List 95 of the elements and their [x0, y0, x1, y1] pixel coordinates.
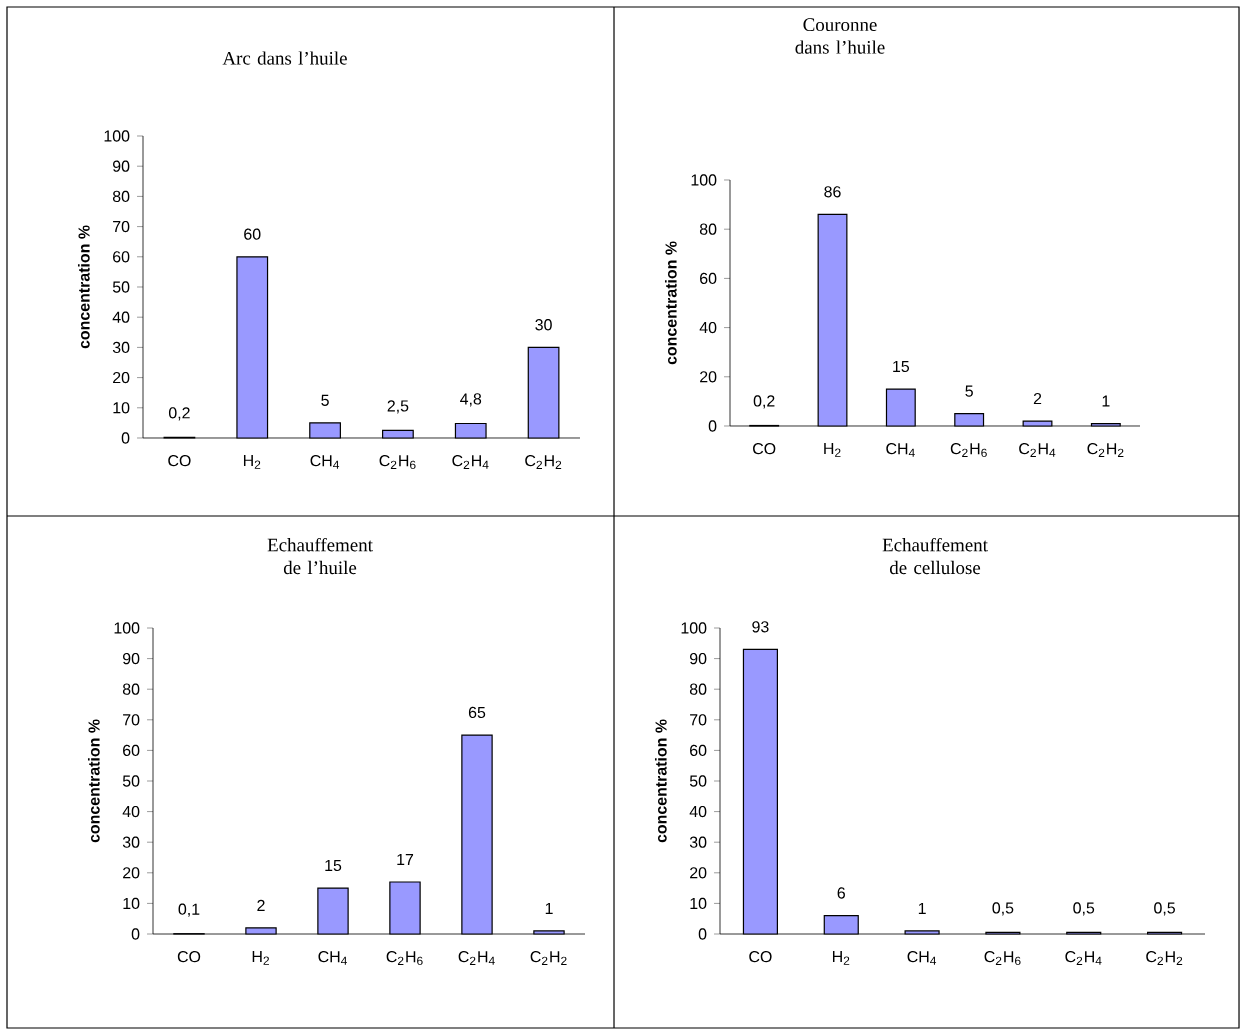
data-label: 6 — [837, 887, 845, 899]
x-tick-label: C$_{2}$H$_{4}$ — [1065, 951, 1102, 965]
data-label: 30 — [535, 319, 552, 331]
x-tick-label: C$_{2}$H$_{2}$ — [530, 951, 567, 965]
y-tick-label: 50 — [689, 775, 707, 787]
data-label: 0,5 — [1073, 902, 1095, 916]
data-label: 5 — [965, 385, 973, 397]
x-tick-label: C$_{2}$H$_{4}$ — [458, 951, 495, 965]
data-label: 15 — [893, 360, 910, 373]
y-tick-label: 30 — [122, 836, 140, 848]
x-tick-label: C$_{2}$H$_{6}$ — [379, 455, 416, 470]
y-tick-label: 40 — [112, 311, 130, 323]
data-label: 0,5 — [1154, 902, 1175, 916]
y-tick-label: 80 — [122, 683, 140, 695]
y-tick-label: 50 — [122, 775, 140, 787]
y-tick-label: 20 — [113, 371, 130, 384]
y-axis-title: concentration % — [87, 719, 100, 843]
y-tick-label: 100 — [691, 174, 717, 186]
y-tick-label: 60 — [113, 251, 130, 263]
x-tick-label: C$_{2}$H$_{4}$ — [452, 455, 489, 469]
data-label: 5 — [321, 394, 329, 406]
data-label: 65 — [468, 706, 486, 719]
x-tick-label: CO — [177, 951, 201, 963]
x-tick-label: C$_{2}$H$_{2}$ — [525, 455, 562, 469]
x-tick-label: C$_{2}$H$_{4}$ — [1019, 443, 1056, 457]
y-axis-title: concentration % — [655, 719, 667, 843]
x-tick-label: CH$_{4}$ — [310, 455, 340, 469]
data-label: 1 — [1102, 395, 1110, 407]
y-tick-label: 80 — [112, 190, 130, 203]
y-tick-label: 20 — [690, 867, 707, 879]
y-tick-label: 70 — [123, 714, 140, 726]
data-label: 1 — [545, 902, 553, 914]
data-label: 0,5 — [992, 902, 1014, 916]
y-tick-label: 40 — [689, 805, 707, 818]
x-tick-label: C$_{2}$H$_{6}$ — [984, 951, 1021, 966]
data-label: 86 — [824, 186, 841, 198]
y-tick-label: 10 — [690, 897, 707, 910]
y-tick-label: 0 — [708, 420, 717, 432]
data-label: 2 — [257, 899, 265, 911]
x-tick-label: C$_{2}$H$_{6}$ — [386, 951, 423, 966]
chart-title: Echauffement de l’huile — [267, 537, 373, 575]
y-axis-title: concentration % — [665, 241, 677, 365]
x-tick-label: H$_{2}$ — [252, 951, 269, 965]
y-tick-label: 20 — [123, 867, 140, 879]
x-tick-label: CH$_{4}$ — [318, 951, 347, 965]
x-tick-label: CO — [749, 951, 772, 963]
y-tick-label: 40 — [122, 805, 140, 818]
y-tick-label: 60 — [123, 744, 140, 757]
data-label: 93 — [752, 621, 769, 633]
y-tick-label: 30 — [689, 836, 707, 848]
chart-title: Echauffement de cellulose — [882, 537, 988, 575]
y-tick-label: 60 — [700, 272, 717, 285]
x-tick-label: CH$_{4}$ — [907, 951, 937, 965]
chart-title: Couronne dans l’huile — [795, 18, 885, 54]
y-tick-label: 0 — [121, 432, 130, 444]
data-label: 2,5 — [387, 400, 409, 414]
y-tick-label: 30 — [112, 341, 130, 354]
y-tick-label: 100 — [104, 130, 130, 142]
data-label: 0,1 — [178, 903, 200, 917]
data-label: 0,2 — [753, 395, 775, 409]
data-label: 15 — [325, 859, 342, 872]
y-tick-label: 50 — [112, 281, 130, 293]
y-tick-label: 80 — [699, 223, 717, 235]
data-label: 17 — [397, 854, 414, 865]
x-tick-label: H$_{2}$ — [832, 951, 850, 965]
x-tick-label: CH$_{4}$ — [886, 443, 915, 457]
y-tick-label: 20 — [700, 371, 717, 383]
x-tick-label: C$_{2}$H$_{2}$ — [1146, 951, 1183, 965]
y-tick-label: 90 — [113, 160, 130, 172]
data-label: 4,8 — [460, 393, 482, 407]
y-tick-label: 100 — [114, 622, 140, 634]
x-tick-label: C$_{2}$H$_{2}$ — [1087, 443, 1124, 457]
y-tick-label: 0 — [131, 928, 140, 940]
y-tick-label: 90 — [690, 652, 707, 665]
y-tick-label: 10 — [123, 897, 140, 910]
chart-title: Arc dans l’huile — [222, 51, 347, 65]
y-tick-label: 40 — [699, 321, 717, 334]
data-label: 1 — [918, 902, 926, 914]
x-tick-label: H$_{2}$ — [824, 442, 841, 457]
y-tick-label: 10 — [113, 402, 130, 414]
y-axis-title: concentration % — [77, 225, 90, 349]
x-tick-label: CO — [753, 443, 776, 455]
x-tick-label: H$_{2}$ — [243, 454, 261, 469]
y-tick-label: 70 — [113, 220, 130, 233]
y-tick-label: 80 — [689, 683, 707, 695]
y-tick-label: 0 — [698, 928, 707, 940]
y-tick-label: 60 — [690, 744, 707, 757]
x-tick-label: C$_{2}$H$_{6}$ — [950, 443, 987, 458]
x-tick-label: CO — [168, 455, 191, 467]
y-tick-label: 90 — [123, 652, 140, 665]
y-tick-label: 70 — [690, 714, 707, 726]
data-label: 0,2 — [168, 407, 190, 421]
data-label: 60 — [244, 228, 261, 240]
y-tick-label: 100 — [681, 622, 707, 634]
data-label: 2 — [1033, 392, 1042, 405]
